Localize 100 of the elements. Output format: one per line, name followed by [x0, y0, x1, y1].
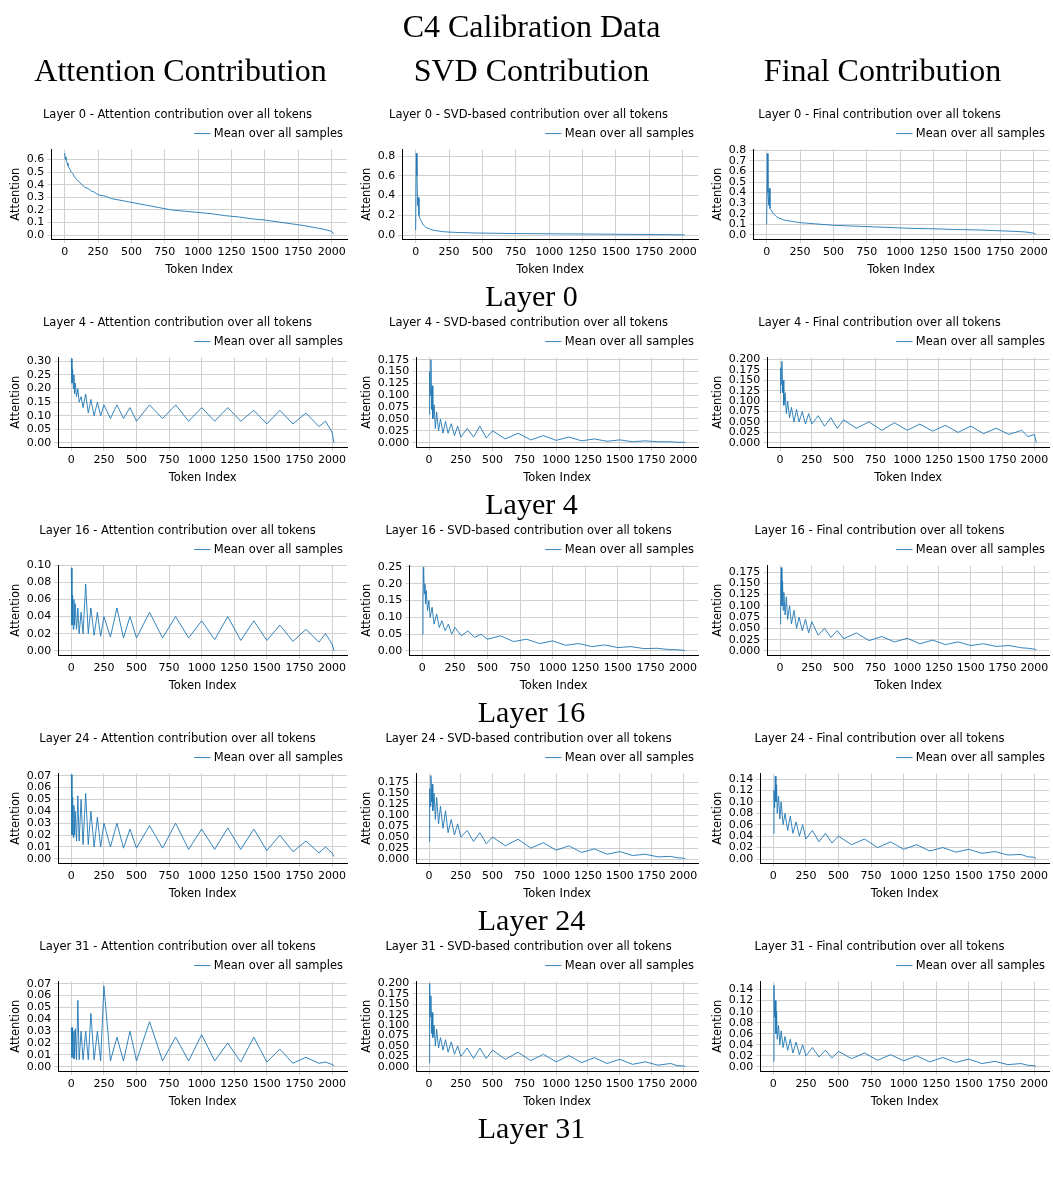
chart-title: Layer 31 - Final contribution over all tokens — [754, 938, 1005, 953]
y-tick-label: 0.000 — [377, 435, 410, 449]
x-axis-title: Token Index — [873, 678, 943, 693]
x-axis-title: Token Index — [522, 886, 592, 901]
y-tick-label: 0.01 — [26, 839, 52, 853]
x-tick-label: 2000 — [318, 1077, 347, 1091]
chart-title: Layer 16 - Final contribution over all tokens — [754, 522, 1005, 537]
x-tick-label: 500 — [822, 245, 844, 259]
x-tick-label: 1000 — [889, 1077, 918, 1091]
x-tick-label: 2000 — [669, 453, 698, 467]
x-tick-label: 1750 — [285, 1077, 314, 1091]
x-axis-title: Token Index — [869, 1094, 939, 1109]
y-tick-label: 0.125 — [377, 796, 410, 810]
y-tick-label: 0.01 — [26, 1047, 52, 1061]
y-tick-label: 0.050 — [728, 621, 761, 635]
x-tick-label: 1000 — [187, 869, 216, 883]
x-tick-label: 1000 — [187, 661, 216, 675]
x-tick-label: 1500 — [956, 453, 985, 467]
chart-subtitle: SVD Contribution — [412, 52, 651, 90]
chart-title: Layer 24 - SVD-based contribution over all tokens — [385, 730, 672, 745]
x-tick-label: 2000 — [1020, 869, 1049, 883]
y-tick-label: 0.025 — [728, 632, 761, 646]
x-tick-label: 1750 — [637, 453, 666, 467]
y-tick-label: 0.075 — [377, 818, 410, 832]
y-tick-label: 0.175 — [377, 352, 410, 366]
y-tick-label: 0.04 — [728, 829, 754, 843]
x-tick-label: 750 — [860, 1077, 882, 1091]
x-tick-label: 250 — [93, 661, 115, 675]
y-tick-label: 0.4 — [377, 188, 396, 202]
y-axis-title: Attention — [358, 999, 373, 1053]
x-tick-label: 1250 — [573, 1077, 602, 1091]
y-tick-label: 0.000 — [377, 851, 410, 865]
x-tick-label: 2000 — [317, 245, 346, 259]
x-tick-label: 1000 — [538, 661, 567, 675]
x-tick-label: 1000 — [187, 453, 216, 467]
y-tick-label: 0.02 — [26, 626, 52, 640]
x-tick-label: 500 — [828, 1077, 849, 1091]
y-axis-title: Attention — [709, 583, 724, 637]
y-tick-label: 0.05 — [26, 1000, 52, 1014]
x-tick-label: 250 — [801, 661, 823, 675]
x-tick-label: 500 — [126, 1077, 147, 1091]
y-tick-label: 0.100 — [377, 807, 410, 821]
chart-title: Layer 4 - Attention contribution over all tokens — [42, 314, 313, 329]
x-tick-label: 250 — [93, 869, 115, 883]
y-tick-label: 0.07 — [26, 768, 52, 782]
x-tick-label: 1250 — [924, 453, 953, 467]
x-axis-title: Token Index — [167, 678, 237, 693]
x-tick-label: 1000 — [889, 869, 918, 883]
x-tick-label: 250 — [93, 453, 115, 467]
x-tick-label: 1750 — [987, 869, 1016, 883]
x-tick-label: 1500 — [605, 453, 634, 467]
x-tick-label: 1000 — [893, 661, 922, 675]
y-tick-label: 0.100 — [377, 388, 410, 402]
x-axis-title: Token Index — [167, 886, 237, 901]
legend-label: Mean over all samples — [213, 125, 344, 140]
x-tick-label: 250 — [789, 245, 811, 259]
y-axis-title: Attention — [358, 583, 373, 637]
x-tick-label: 750 — [513, 1077, 535, 1091]
y-tick-label: 0.20 — [377, 576, 403, 590]
y-tick-label: 0.00 — [26, 643, 52, 657]
y-tick-label: 0.08 — [728, 806, 754, 820]
y-tick-label: 0.14 — [728, 982, 754, 996]
x-tick-label: 750 — [505, 245, 527, 259]
x-tick-label: 1500 — [252, 661, 281, 675]
x-tick-label: 1250 — [220, 869, 249, 883]
y-tick-label: 0.125 — [377, 376, 410, 390]
y-tick-label: 0.2 — [26, 202, 45, 216]
y-tick-label: 0.025 — [377, 840, 410, 854]
y-tick-label: 0.075 — [377, 399, 410, 413]
x-tick-label: 750 — [864, 661, 886, 675]
x-tick-label: 1250 — [220, 453, 249, 467]
x-tick-label: 250 — [93, 1077, 115, 1091]
chart-subtitle: Final Contribution — [762, 52, 1003, 90]
y-axis-title: Attention — [358, 167, 373, 221]
y-tick-label: 0.05 — [26, 422, 52, 436]
y-tick-label: 0.00 — [26, 435, 52, 449]
y-tick-label: 0.06 — [728, 1026, 754, 1040]
y-tick-label: 0.02 — [728, 1048, 754, 1062]
y-axis-title: Attention — [709, 999, 724, 1053]
x-tick-label: 1750 — [285, 869, 314, 883]
y-tick-label: 0.25 — [377, 559, 403, 573]
legend-label: Mean over all samples — [564, 125, 695, 140]
y-tick-label: 0.175 — [728, 564, 761, 578]
x-tick-label: 1750 — [988, 453, 1017, 467]
x-tick-label: 1500 — [601, 245, 630, 259]
y-tick-label: 0.0 — [26, 228, 45, 242]
chart-subtitle: Attention Contribution — [33, 52, 328, 90]
x-axis-title: Token Index — [518, 678, 588, 693]
text: Layer 16 — [477, 695, 586, 728]
x-tick-label: 1500 — [252, 869, 281, 883]
x-tick-label: 750 — [509, 661, 531, 675]
x-axis-title: Token Index — [167, 470, 237, 485]
x-tick-label: 750 — [513, 453, 535, 467]
y-tick-label: 0.15 — [26, 395, 52, 409]
x-tick-label: 1750 — [285, 661, 314, 675]
x-tick-label: 750 — [158, 453, 180, 467]
x-tick-label: 0 — [776, 453, 784, 467]
x-axis-title: Token Index — [167, 1094, 237, 1109]
x-tick-label: 0 — [425, 453, 433, 467]
x-tick-label: 1500 — [956, 661, 985, 675]
